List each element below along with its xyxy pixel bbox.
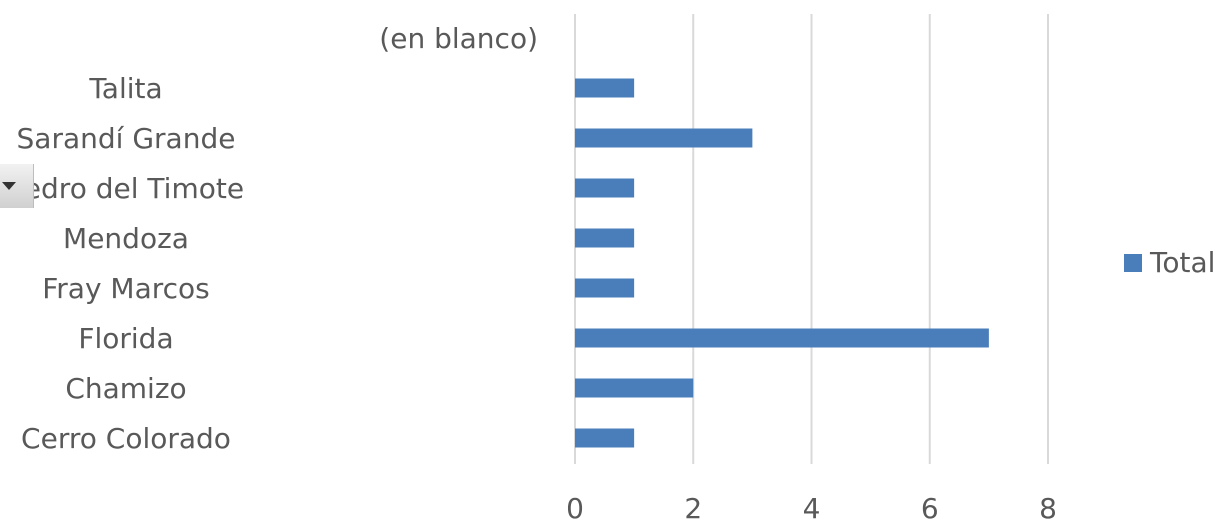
bar <box>575 78 635 98</box>
triangle-down-icon <box>2 182 16 190</box>
bar <box>575 228 635 248</box>
category-label: Talita <box>88 72 162 105</box>
category-label: (en blanco) <box>379 22 538 55</box>
category-labels: Cerro Colorado Chamizo Florida Fray Marcos M… <box>8 22 538 455</box>
legend: Total <box>1124 246 1215 279</box>
bar <box>575 428 635 448</box>
legend-label: Total <box>1149 246 1215 279</box>
category-label: Fray Marcos <box>42 272 210 305</box>
category-label: Cerro Colorado <box>21 422 231 455</box>
x-tick-label: 2 <box>684 492 702 522</box>
category-label: Mendoza <box>63 222 189 255</box>
bar <box>575 378 694 398</box>
category-label: Sarandí Grande <box>17 122 236 155</box>
x-tick-label: 0 <box>566 492 584 522</box>
legend-swatch <box>1124 254 1142 272</box>
category-label: Florida <box>78 322 173 355</box>
x-tick-label: 8 <box>1039 492 1057 522</box>
field-expand-button[interactable] <box>0 164 34 208</box>
bar-layer <box>575 78 989 448</box>
x-tick-label: 4 <box>803 492 821 522</box>
bar <box>575 128 753 148</box>
bar <box>575 278 635 298</box>
category-label: Chamizo <box>65 372 186 405</box>
bar <box>575 178 635 198</box>
bar <box>575 328 989 348</box>
category-label: Pedro del Timote <box>8 172 244 205</box>
x-tick-labels: 0 2 4 6 8 <box>566 492 1057 525</box>
x-tick-label: 6 <box>921 492 939 522</box>
